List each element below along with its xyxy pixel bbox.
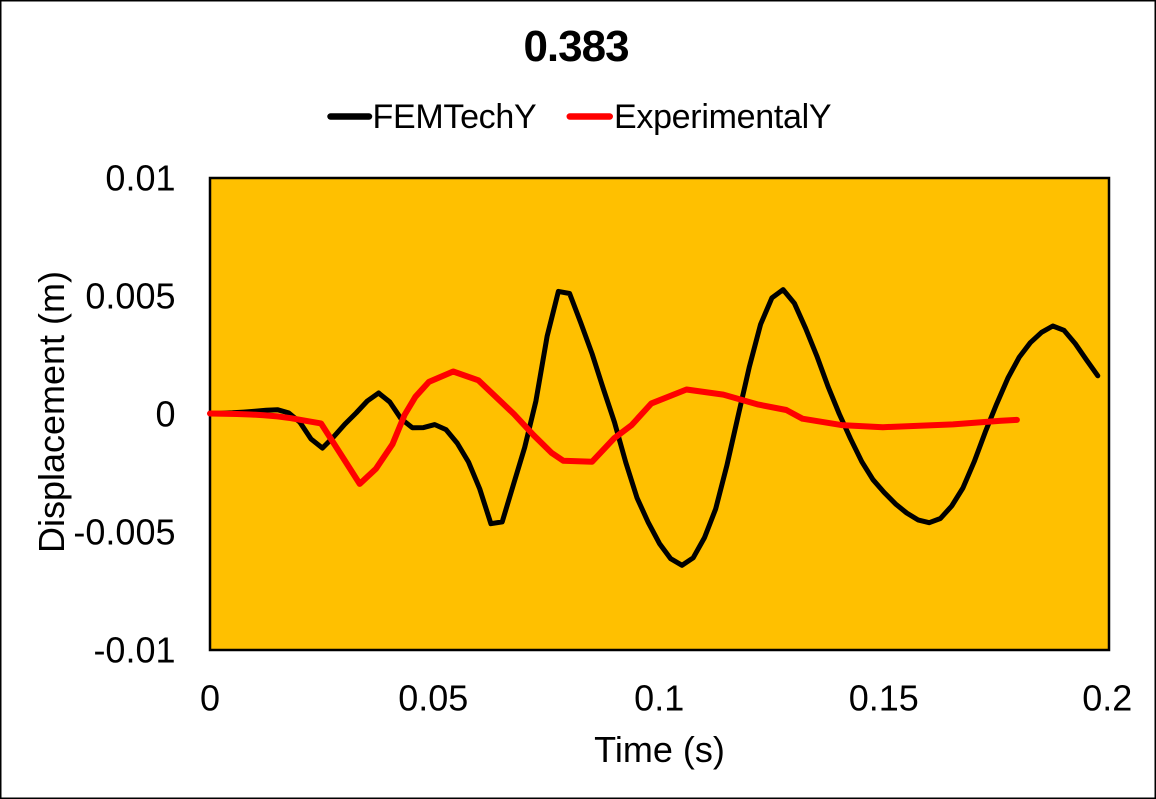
svg-text:Displacement (m): Displacement (m) <box>31 271 72 553</box>
svg-text:-0.01: -0.01 <box>93 629 175 670</box>
svg-text:0.1: 0.1 <box>634 677 684 718</box>
svg-text:0: 0 <box>200 677 220 718</box>
svg-text:0.15: 0.15 <box>849 677 919 718</box>
svg-text:ExperimentalY: ExperimentalY <box>614 98 831 136</box>
svg-text:Time (s): Time (s) <box>594 729 725 770</box>
svg-text:0.01: 0.01 <box>105 157 175 198</box>
svg-text:FEMTechY: FEMTechY <box>373 98 537 136</box>
svg-text:0.383: 0.383 <box>523 22 628 71</box>
svg-text:0.2: 0.2 <box>1082 677 1132 718</box>
svg-text:0: 0 <box>155 393 175 434</box>
svg-text:0.005: 0.005 <box>85 275 175 316</box>
svg-text:-0.005: -0.005 <box>73 511 175 552</box>
svg-text:0.05: 0.05 <box>398 677 468 718</box>
